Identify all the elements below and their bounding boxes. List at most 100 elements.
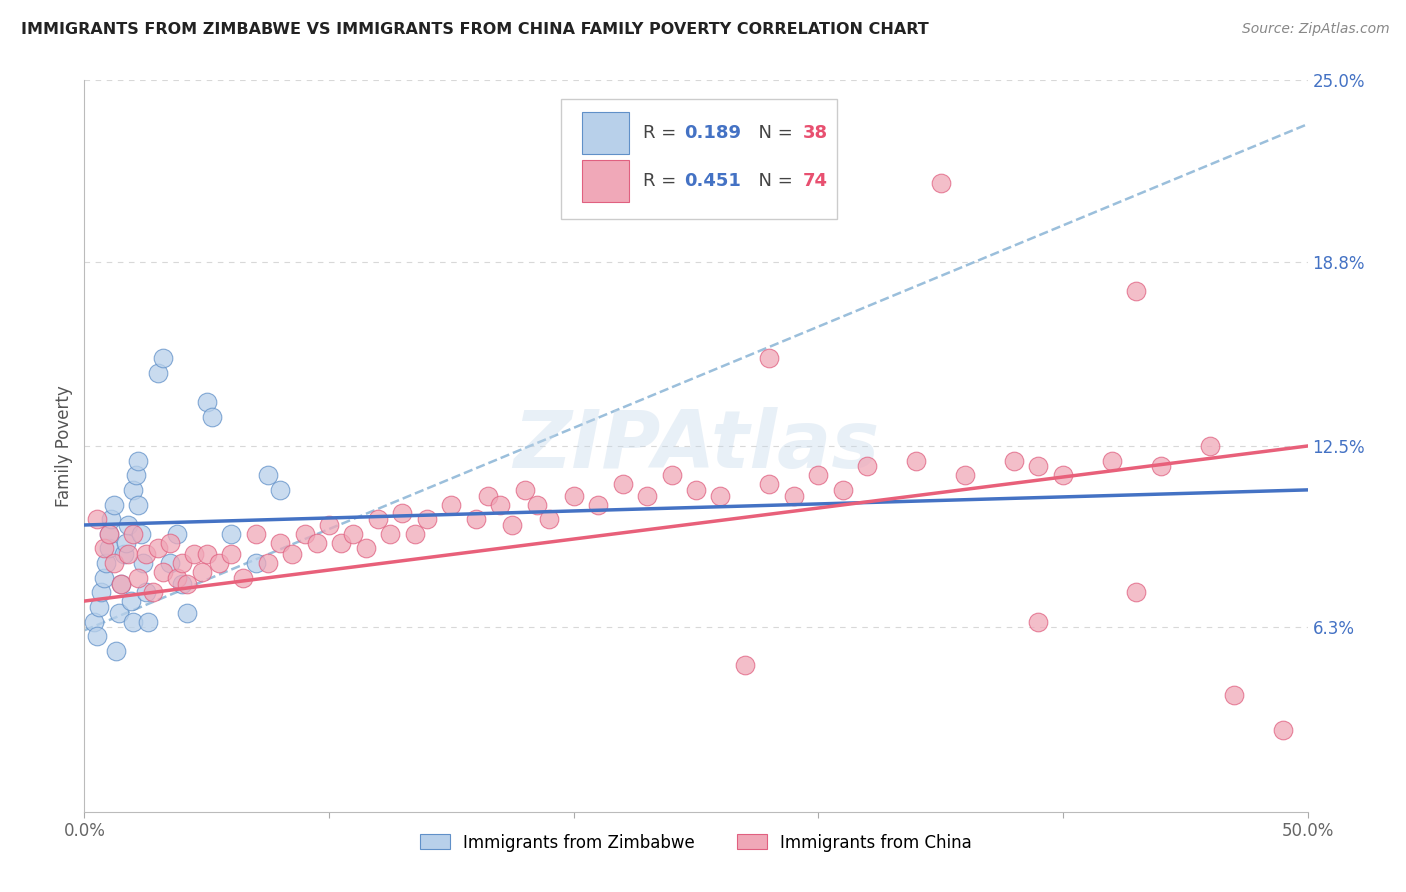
Point: [86, 512, 108, 526]
Text: 74: 74: [803, 172, 827, 190]
Point: [117, 518, 139, 533]
Legend: Immigrants from Zimbabwe, Immigrants from China: Immigrants from Zimbabwe, Immigrants fro…: [413, 827, 979, 858]
Point: [83, 615, 105, 629]
Point: [86, 629, 108, 643]
Point: [380, 526, 402, 541]
Point: [269, 483, 291, 497]
Point: [142, 585, 165, 599]
FancyBboxPatch shape: [582, 160, 628, 202]
Point: [166, 526, 188, 541]
Point: [929, 176, 952, 190]
Point: [636, 489, 658, 503]
Text: 38: 38: [803, 124, 828, 142]
Point: [110, 576, 132, 591]
Point: [191, 565, 214, 579]
Y-axis label: Family Poverty: Family Poverty: [55, 385, 73, 507]
Point: [159, 535, 181, 549]
Point: [1125, 585, 1147, 599]
Point: [807, 468, 830, 483]
Point: [404, 526, 426, 541]
Point: [97, 526, 120, 541]
Point: [538, 512, 561, 526]
Point: [87, 599, 110, 614]
Point: [1002, 453, 1025, 467]
Point: [103, 498, 125, 512]
Point: [562, 489, 585, 503]
Point: [354, 541, 377, 556]
Point: [232, 571, 254, 585]
Point: [612, 477, 634, 491]
Point: [166, 571, 188, 585]
Point: [1028, 459, 1050, 474]
Point: [115, 535, 138, 549]
Point: [685, 483, 707, 497]
FancyBboxPatch shape: [561, 99, 837, 219]
Point: [100, 512, 122, 526]
Text: R =: R =: [644, 172, 682, 190]
Point: [122, 526, 145, 541]
Point: [257, 556, 280, 570]
Point: [905, 453, 928, 467]
Point: [195, 547, 218, 561]
Point: [330, 535, 353, 549]
Point: [93, 571, 115, 585]
Point: [127, 498, 149, 512]
Point: [1150, 459, 1173, 474]
Point: [127, 453, 149, 467]
Point: [146, 366, 169, 380]
Point: [219, 547, 242, 561]
Point: [127, 571, 149, 585]
Point: [103, 556, 125, 570]
Text: 0.451: 0.451: [683, 172, 741, 190]
Point: [96, 556, 118, 570]
Point: [1223, 688, 1246, 702]
Point: [107, 606, 129, 620]
Point: [125, 468, 148, 483]
Point: [318, 518, 340, 533]
Point: [1028, 615, 1050, 629]
Point: [112, 547, 135, 561]
Point: [117, 547, 139, 561]
Point: [152, 351, 174, 366]
Point: [146, 541, 169, 556]
Point: [93, 541, 115, 556]
Point: [90, 585, 112, 599]
Point: [709, 489, 731, 503]
Text: R =: R =: [644, 124, 682, 142]
Point: [176, 576, 198, 591]
Text: ZIPAtlas: ZIPAtlas: [513, 407, 879, 485]
Point: [219, 526, 242, 541]
Point: [245, 556, 267, 570]
Point: [245, 526, 267, 541]
Point: [269, 535, 291, 549]
Text: N =: N =: [748, 124, 799, 142]
Point: [294, 526, 316, 541]
Point: [477, 489, 499, 503]
Point: [661, 468, 683, 483]
Point: [208, 556, 231, 570]
Point: [513, 483, 536, 497]
Point: [856, 459, 879, 474]
Point: [305, 535, 328, 549]
Point: [1052, 468, 1074, 483]
Point: [831, 483, 853, 497]
Point: [122, 615, 145, 629]
Point: [152, 565, 174, 579]
Point: [342, 526, 364, 541]
Point: [440, 498, 463, 512]
Point: [136, 615, 159, 629]
Point: [176, 606, 198, 620]
Text: N =: N =: [748, 172, 799, 190]
Point: [391, 506, 413, 520]
Point: [257, 468, 280, 483]
Point: [1272, 723, 1295, 737]
Point: [135, 547, 157, 561]
Point: [195, 395, 218, 409]
Point: [200, 409, 222, 424]
Point: [105, 644, 128, 658]
Point: [97, 526, 120, 541]
Point: [183, 547, 205, 561]
Text: Source: ZipAtlas.com: Source: ZipAtlas.com: [1241, 22, 1389, 37]
FancyBboxPatch shape: [582, 112, 628, 154]
Point: [172, 576, 194, 591]
